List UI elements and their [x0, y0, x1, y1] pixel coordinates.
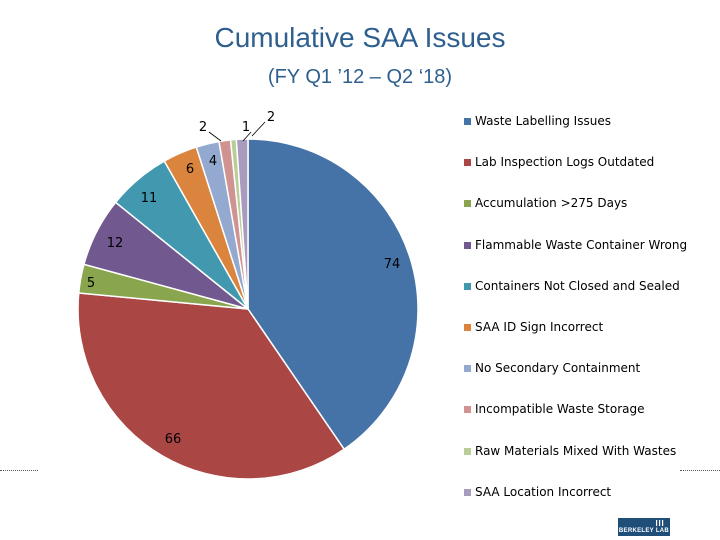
pie-slice-2: [77, 292, 346, 480]
chart-subtitle: (FY Q1 ’12 – Q2 ‘18): [267, 66, 453, 88]
data-label-9: 1: [242, 120, 250, 135]
data-label-7: 4: [209, 154, 217, 169]
legend-label: Containers Not Closed and Sealed: [475, 278, 680, 293]
divider-left: [0, 470, 38, 471]
legend-swatch: [464, 159, 471, 167]
legend-swatch: [464, 118, 471, 125]
data-label-3: 5: [87, 276, 95, 291]
data-label-8: 2: [199, 120, 207, 135]
legend-label: Raw Materials Mixed With Wastes: [475, 443, 677, 458]
data-label-2: 66: [165, 432, 182, 447]
legend-item-9: Raw Materials Mixed With Wastes: [464, 444, 714, 485]
data-label-1: 74: [384, 257, 401, 272]
leader-line-10: [251, 121, 266, 137]
legend-label: SAA Location Incorrect: [475, 484, 612, 499]
divider-right: [680, 470, 720, 471]
legend-swatch: [464, 323, 471, 331]
legend-swatch: [464, 447, 471, 455]
legend-swatch: [464, 200, 471, 208]
legend-swatch: [464, 406, 471, 414]
legend-item-4: Flammable Waste Container Wrong: [464, 238, 714, 279]
berkeley-lab-logo: BERKELEY LAB: [618, 518, 670, 536]
data-label-4: 12: [107, 236, 124, 251]
legend-item-7: No Secondary Containment: [464, 361, 714, 402]
legend-swatch: [464, 241, 471, 249]
legend-label: No Secondary Containment: [475, 361, 641, 376]
legend-label: Flammable Waste Container Wrong: [475, 237, 688, 252]
data-label-6: 6: [186, 162, 194, 177]
legend-item-3: Accumulation >275 Days: [464, 196, 714, 237]
legend-swatch: [464, 282, 471, 290]
legend-label: Waste Labelling Issues: [475, 114, 611, 128]
leader-line-9: [242, 131, 252, 142]
legend-item-8: Incompatible Waste Storage: [464, 402, 714, 443]
chart-title: Cumulative SAA Issues: [214, 22, 506, 53]
legend-item-10: SAA Location Incorrect: [464, 485, 714, 526]
legend-label: Accumulation >275 Days: [475, 196, 628, 211]
legend-label: Incompatible Waste Storage: [475, 402, 645, 417]
legend-label: SAA ID Sign Incorrect: [475, 319, 604, 334]
legend-swatch: [464, 488, 471, 496]
legend-label: Lab Inspection Logs Outdated: [475, 155, 655, 170]
pie-slice-1: [247, 138, 419, 451]
chart-legend: Waste Labelling Issues Lab Inspection Log…: [464, 114, 714, 526]
data-label-10: 2: [267, 110, 275, 125]
data-label-5: 11: [141, 191, 158, 206]
legend-swatch: [464, 365, 471, 373]
leader-line-8: [208, 131, 222, 142]
legend-item-6: SAA ID Sign Incorrect: [464, 320, 714, 361]
legend-item-5: Containers Not Closed and Sealed: [464, 279, 714, 320]
pie-slice-10: [235, 138, 249, 310]
legend-item-2: Lab Inspection Logs Outdated: [464, 155, 714, 196]
legend-item-1: Waste Labelling Issues: [464, 114, 714, 155]
